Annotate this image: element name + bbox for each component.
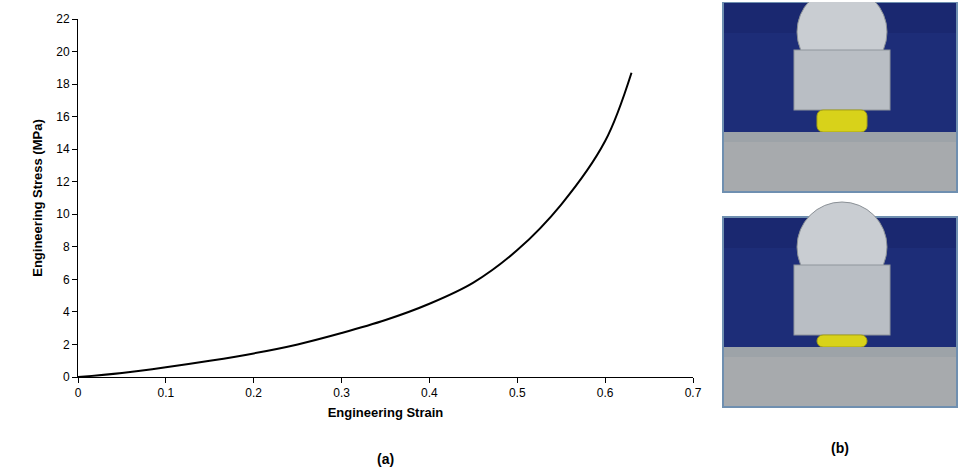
svg-text:12: 12 — [56, 175, 70, 189]
svg-text:4: 4 — [63, 305, 70, 319]
svg-text:(a): (a) — [377, 451, 394, 467]
svg-text:0.7: 0.7 — [685, 386, 702, 400]
svg-text:14: 14 — [56, 142, 70, 156]
svg-text:0.1: 0.1 — [158, 386, 175, 400]
svg-text:Engineering Strain: Engineering Strain — [328, 405, 444, 420]
svg-text:0: 0 — [75, 386, 82, 400]
svg-text:0.4: 0.4 — [421, 386, 438, 400]
svg-text:0: 0 — [63, 370, 70, 384]
svg-text:22: 22 — [56, 12, 70, 26]
svg-text:20: 20 — [56, 45, 70, 59]
html-text:(b): (b) — [831, 440, 849, 456]
svg-text:10: 10 — [56, 207, 70, 221]
svg-text:Engineering Stress (MPa): Engineering Stress (MPa) — [30, 119, 45, 276]
svg-text:6: 6 — [63, 273, 70, 287]
svg-text:0.5: 0.5 — [509, 386, 526, 400]
svg-text:8: 8 — [63, 240, 70, 254]
svg-text:2: 2 — [63, 338, 70, 352]
svg-text:18: 18 — [56, 77, 70, 91]
svg-text:16: 16 — [56, 110, 70, 124]
svg-text:0.6: 0.6 — [597, 386, 614, 400]
svg-text:0.3: 0.3 — [333, 386, 350, 400]
svg-text:0.2: 0.2 — [245, 386, 262, 400]
